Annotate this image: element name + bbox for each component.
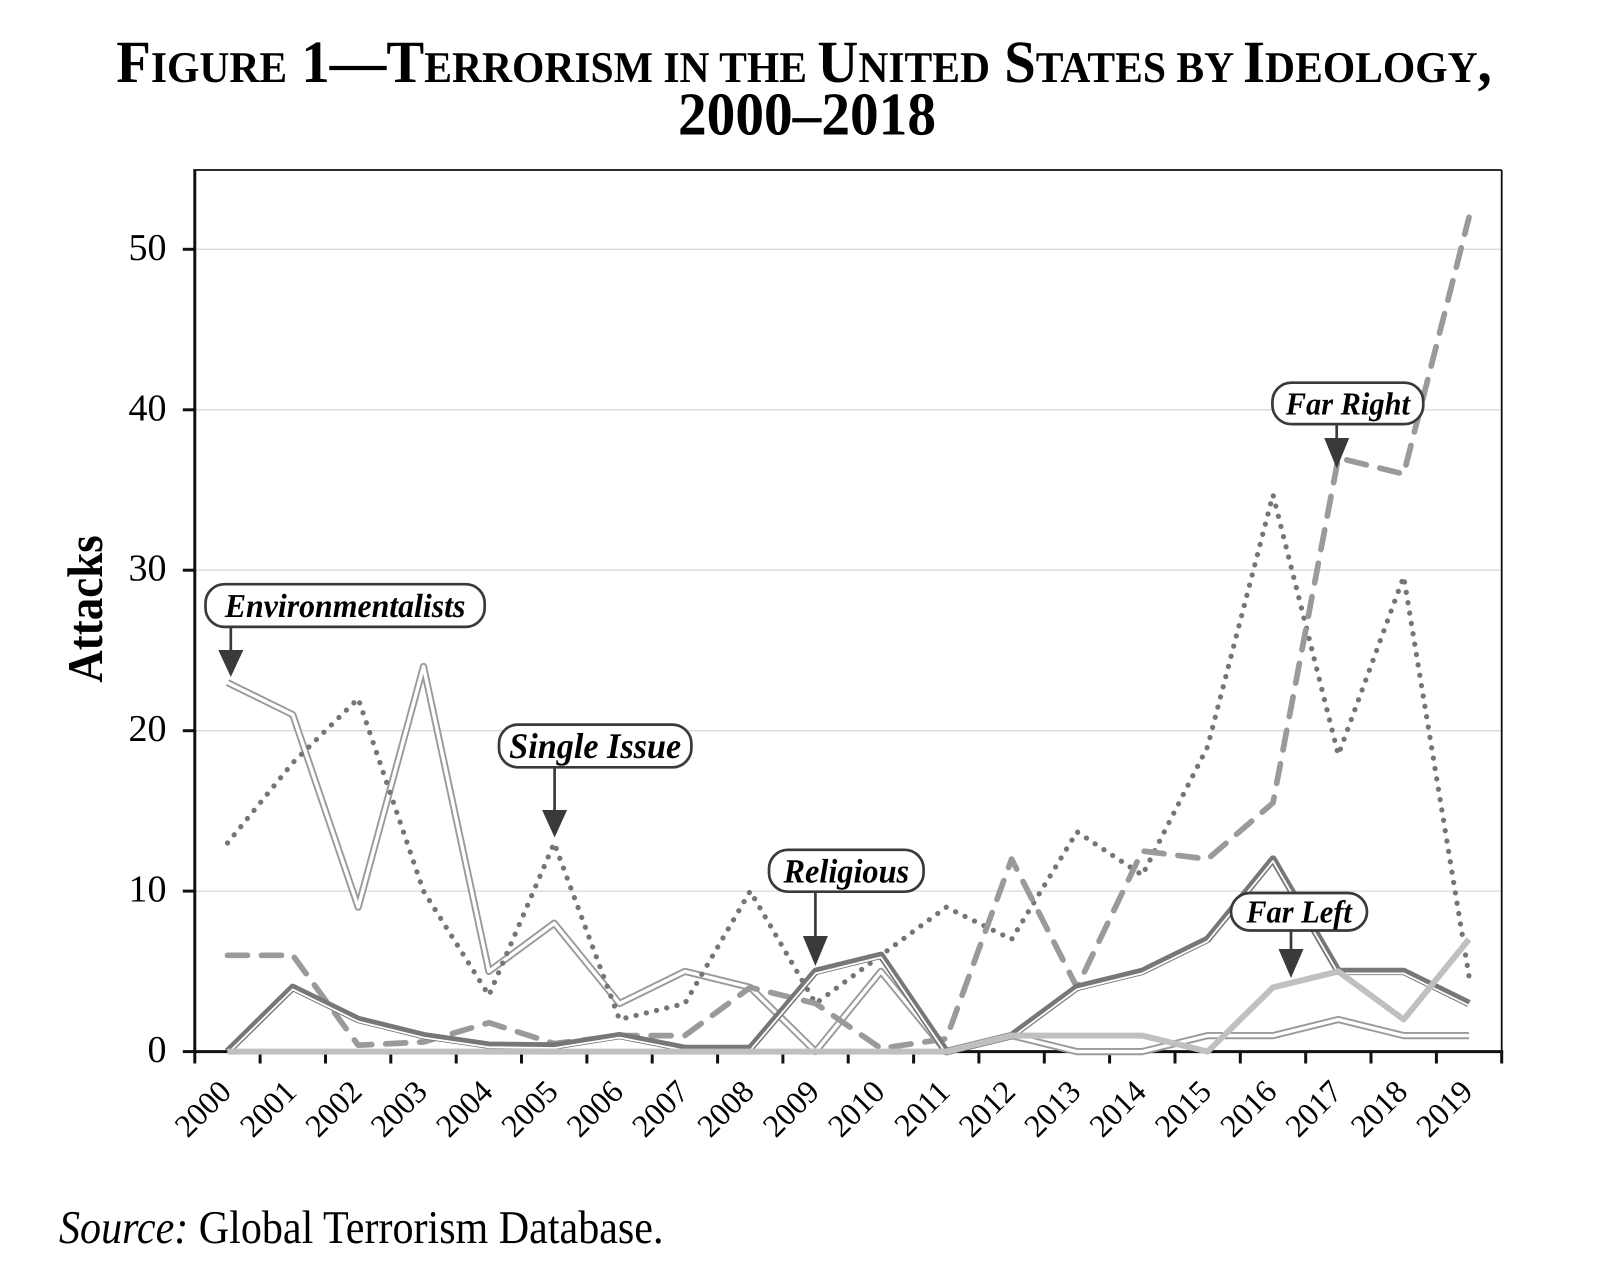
svg-text:50: 50 bbox=[129, 227, 167, 269]
svg-text:Religious: Religious bbox=[783, 853, 910, 890]
svg-text:Single Issue: Single Issue bbox=[509, 726, 681, 766]
svg-text:Environmentalists: Environmentalists bbox=[224, 588, 465, 625]
svg-text:10: 10 bbox=[129, 869, 167, 911]
svg-text:Far Left: Far Left bbox=[1245, 894, 1353, 930]
svg-text:20: 20 bbox=[129, 708, 167, 750]
svg-text:0: 0 bbox=[148, 1029, 167, 1071]
svg-text:2000–2018: 2000–2018 bbox=[678, 82, 936, 149]
svg-text:Attacks: Attacks bbox=[57, 535, 113, 682]
svg-text:30: 30 bbox=[129, 548, 167, 590]
svg-text:Source: Global Terrorism Datab: Source: Global Terrorism Database. bbox=[59, 1202, 663, 1254]
svg-text:FIGURE 1—TERRORISM IN THE UNIT: FIGURE 1—TERRORISM IN THE UNITED STATES … bbox=[116, 29, 1492, 95]
svg-text:40: 40 bbox=[129, 387, 167, 429]
svg-text:Far Right: Far Right bbox=[1285, 385, 1411, 421]
